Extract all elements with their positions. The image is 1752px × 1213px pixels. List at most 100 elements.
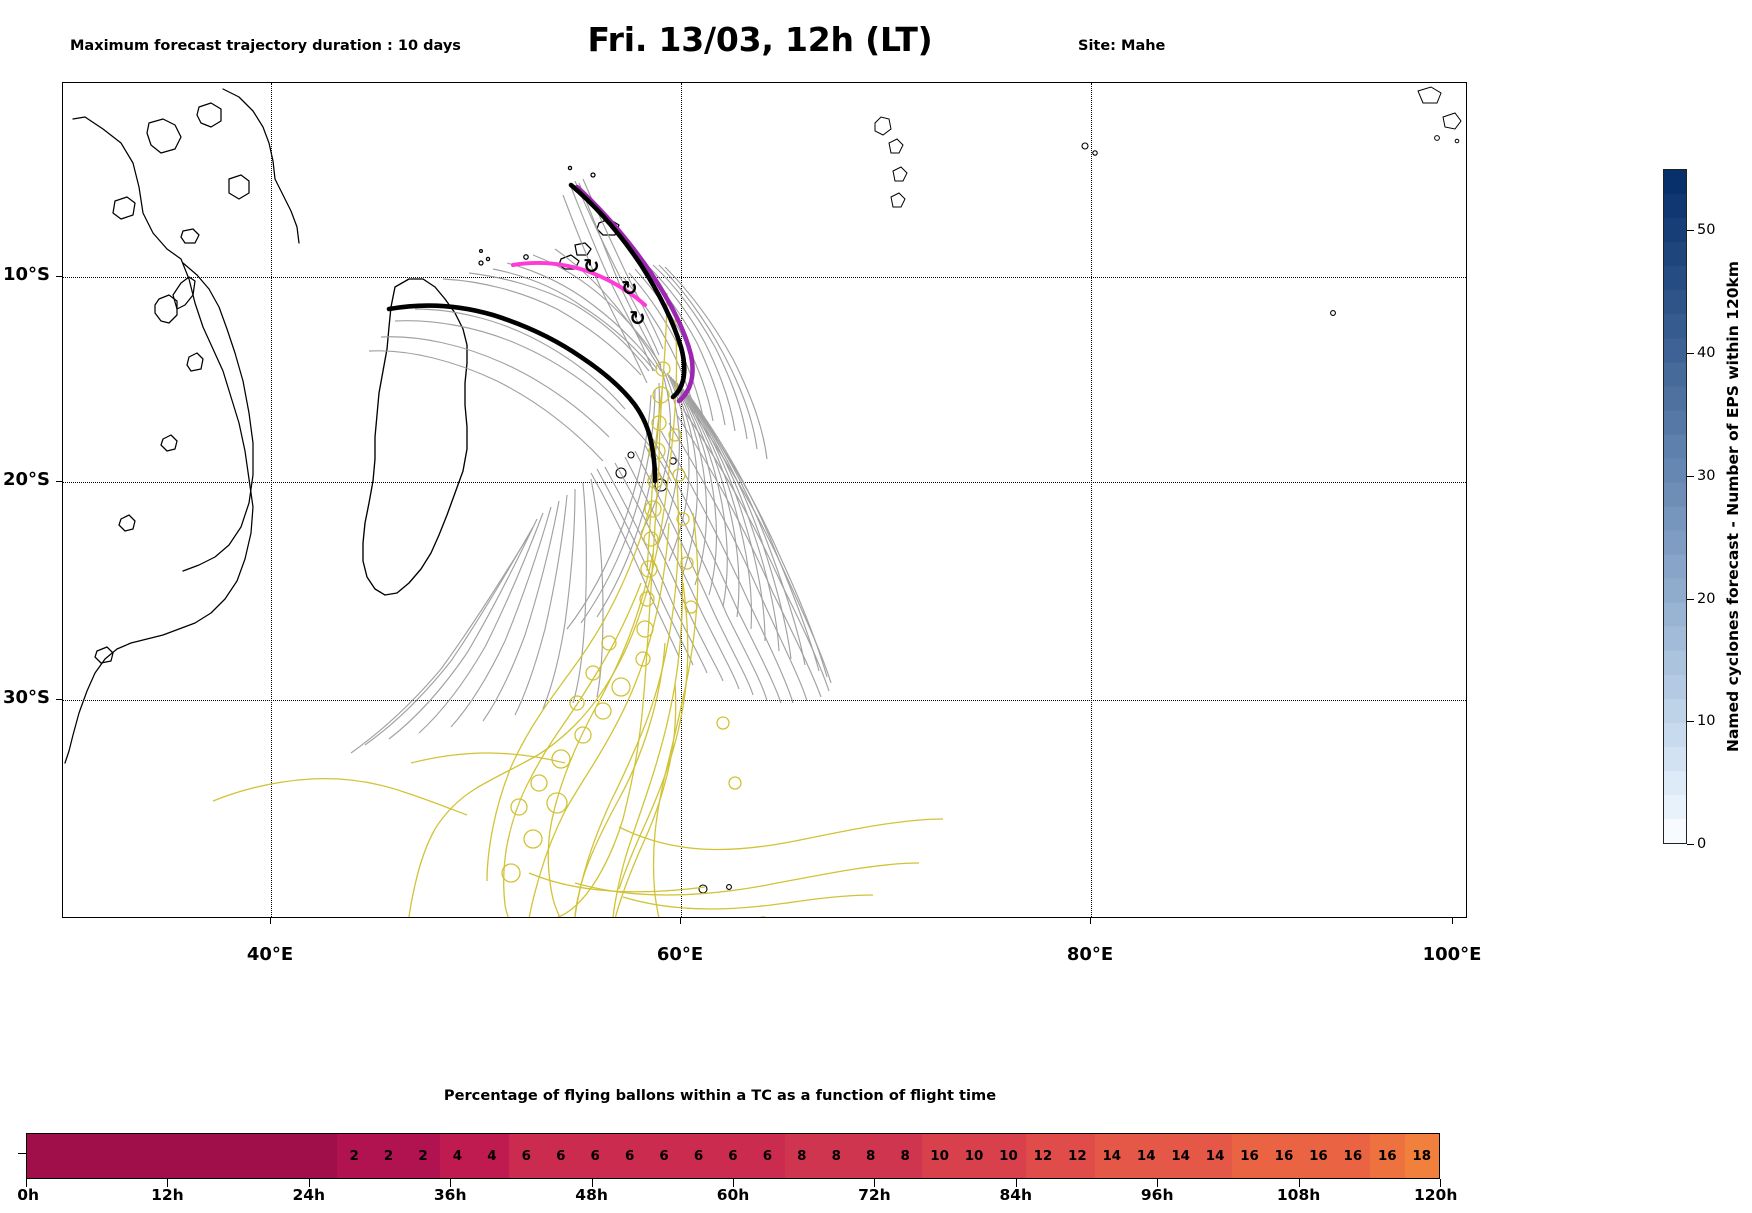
colorbar-percentage-cell: 14: [1094, 1134, 1129, 1178]
xtick-label-80E: 80°E: [1066, 944, 1114, 965]
colorbar-percentage-cell: 2: [371, 1134, 406, 1178]
xtick-label-100E: 100°E: [1422, 944, 1482, 965]
colorbar-percentage-cell: 6: [715, 1134, 751, 1178]
colorbar-eps-ticklabel-20: 20: [1697, 590, 1716, 607]
colorbar-percentage-cell: 6: [750, 1134, 785, 1178]
colorbar-percentage-title: Percentage of flying ballons within a TC…: [443, 1087, 997, 1104]
colorbar-percentage-cell: 10: [991, 1134, 1026, 1178]
colorbar-percentage[interactable]: 2 2 2 4 4 6 6 6 6 6 6 6 6 8 8 8 8 10 10 10 12 12 14 14 14 14 16 16 1…: [18, 1133, 1441, 1187]
colorbar-percentage-cell: 6: [646, 1134, 682, 1178]
colorbar-percentage-cell: [164, 1134, 200, 1178]
colorbar-percentage-tick-84h: [1015, 1179, 1017, 1187]
ytick-label-30S: 30°S: [2, 687, 50, 708]
colorbar-percentage-cell: 6: [509, 1134, 544, 1178]
colorbar-percentage-tick-24h: [308, 1179, 310, 1187]
colorbar-eps-tick-40: [1687, 353, 1694, 355]
colorbar-percentage-cell: 12: [1060, 1134, 1095, 1178]
colorbar-eps-tick-30: [1687, 475, 1694, 477]
colorbar-eps-gradient: [1663, 169, 1687, 844]
tc-obs-marker: ↻: [629, 306, 646, 330]
gridline-60E: [681, 83, 682, 917]
colorbar-percentage-cell: 8: [784, 1134, 820, 1178]
colorbar-percentage-cell: 18: [1404, 1134, 1439, 1178]
colorbar-eps-ticklabel-30: 30: [1697, 467, 1716, 484]
colorbar-eps-tick-10: [1687, 721, 1694, 723]
colorbar-percentage-tick-108h: [1298, 1179, 1300, 1187]
colorbar-percentage-cell: [61, 1134, 96, 1178]
colorbar-percentage-cell: 2: [336, 1134, 372, 1178]
colorbar-eps-tick-0: [1687, 844, 1694, 845]
xtick-40E-mark: [270, 918, 271, 924]
colorbar-percentage-ticklabel-72h: 72h: [858, 1186, 891, 1204]
map-plot-area[interactable]: ↻ ↻ ↻ No Interception Interception from …: [62, 82, 1467, 918]
colorbar-percentage-cell: 16: [1370, 1134, 1405, 1178]
colorbar-eps-count[interactable]: 0 10 20 30 40 50: [1663, 169, 1715, 852]
colorbar-percentage-cell: 16: [1266, 1134, 1302, 1178]
colorbar-percentage-cell: [27, 1134, 62, 1178]
gridline-10S: [63, 277, 1466, 278]
gridline-30S: [63, 700, 1466, 701]
colorbar-percentage-tick-72h: [874, 1179, 876, 1187]
header-max-duration: Maximum forecast trajectory duration : 1…: [70, 38, 461, 55]
colorbar-percentage-ticklabel-96h: 96h: [1140, 1186, 1174, 1204]
colorbar-percentage-ticklabel-0h: 0h: [17, 1186, 40, 1204]
colorbar-percentage-cell: 4: [440, 1134, 475, 1178]
colorbar-percentage-cell: [302, 1134, 337, 1178]
colorbar-percentage-tick-96h: [1157, 1179, 1159, 1187]
colorbar-percentage-cell: 10: [922, 1134, 957, 1178]
colorbar-percentage-cell: 14: [1129, 1134, 1164, 1178]
map-artwork: ↻ ↻ ↻: [64, 86, 1462, 917]
page-title: Fri. 13/03, 12h (LT): [587, 20, 933, 59]
colorbar-percentage-cell: 16: [1335, 1134, 1371, 1178]
colorbar-percentage-cell: 14: [1197, 1134, 1233, 1178]
tc-obs-marker: ↻: [583, 254, 600, 278]
colorbar-eps-label: Named cyclones forecast - Number of EPS …: [1724, 261, 1742, 752]
gridline-40E: [271, 83, 272, 917]
xtick-label-60E: 60°E: [656, 944, 704, 965]
colorbar-percentage-ticklabel-24h: 24h: [292, 1186, 326, 1204]
colorbar-percentage-cell: [199, 1134, 234, 1178]
gridline-80E: [1091, 83, 1092, 917]
colorbar-percentage-cell: 14: [1163, 1134, 1198, 1178]
colorbar-percentage-cell: [233, 1134, 269, 1178]
colorbar-percentage-cell: 8: [853, 1134, 888, 1178]
colorbar-percentage-ticklabel-36h: 36h: [433, 1186, 467, 1204]
ytick-label-20S: 20°S: [2, 469, 50, 490]
colorbar-percentage-tick-60h: [733, 1179, 734, 1187]
colorbar-percentage-cell: 10: [956, 1134, 992, 1178]
colorbar-eps-tick-20: [1687, 598, 1694, 600]
colorbar-percentage-cell: 8: [887, 1134, 923, 1178]
colorbar-eps-ticklabel-10: 10: [1697, 713, 1716, 730]
colorbar-percentage-ticklabel-120h: 120h: [1413, 1186, 1458, 1204]
tc-obs-marker: ↻: [621, 276, 638, 300]
colorbar-percentage-ticklabel-48h: 48h: [575, 1186, 608, 1204]
xtick-80E-mark: [1090, 918, 1091, 924]
colorbar-percentage-cell: 16: [1232, 1134, 1267, 1178]
colorbar-percentage-cell: [268, 1134, 303, 1178]
colorbar-percentage-ticklabel-12h: 12h: [151, 1186, 184, 1204]
colorbar-percentage-tick-36h: [450, 1179, 452, 1187]
colorbar-percentage-ticklabel-84h: 84h: [999, 1186, 1033, 1204]
colorbar-percentage-cell: 8: [819, 1134, 854, 1178]
colorbar-percentage-ticklabel-60h: 60h: [716, 1186, 750, 1204]
colorbar-percentage-cell: [95, 1134, 131, 1178]
colorbar-percentage-cell: 6: [543, 1134, 578, 1178]
colorbar-eps-ticklabel-0: 0: [1697, 836, 1707, 852]
colorbar-percentage-cell: 16: [1301, 1134, 1336, 1178]
colorbar-percentage-cell: 6: [578, 1134, 613, 1178]
colorbar-percentage-cell: 4: [474, 1134, 510, 1178]
colorbar-percentage-cell: 6: [681, 1134, 716, 1178]
colorbar-percentage-tick-48h: [591, 1179, 593, 1187]
gridline-20S: [63, 482, 1466, 483]
colorbar-percentage-cell: 2: [405, 1134, 441, 1178]
colorbar-percentage-cell: [130, 1134, 165, 1178]
colorbar-percentage-tick-120h: [1440, 1179, 1441, 1187]
xtick-100E-mark: [1452, 918, 1453, 924]
colorbar-eps-tick-50: [1687, 230, 1694, 232]
colorbar-percentage-cell: 12: [1025, 1134, 1061, 1178]
colorbar-percentage-tick-0h: [26, 1179, 27, 1187]
colorbar-eps-ticklabel-50: 50: [1697, 222, 1716, 239]
colorbar-eps-ticklabel-40: 40: [1697, 345, 1716, 362]
ytick-label-10S: 10°S: [2, 264, 50, 285]
xtick-label-40E: 40°E: [246, 944, 294, 965]
